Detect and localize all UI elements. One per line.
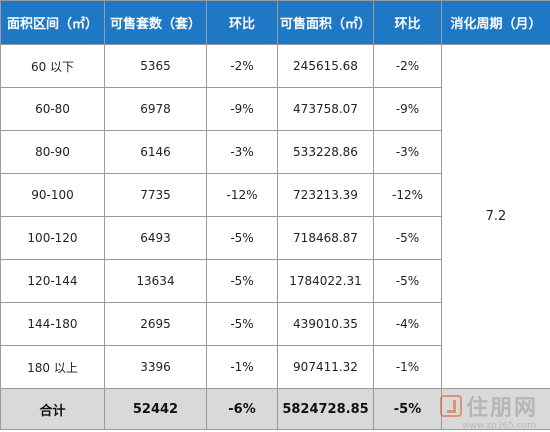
cell-units-mom: -5%: [206, 216, 278, 260]
cell-range: 60-80: [0, 87, 105, 131]
cell-units-mom: -5%: [206, 302, 278, 346]
cell-units-mom: -2%: [206, 44, 278, 88]
header-units: 可售套数（套）: [104, 0, 207, 45]
cell-area-mom: -5%: [373, 216, 442, 260]
cell-area-mom: -3%: [373, 130, 442, 174]
table-row: 80-90 6146 -3% 533228.86 -3%: [0, 130, 550, 174]
header-area-range: 面积区间（㎡）: [0, 0, 105, 45]
cell-area: 1784022.31: [277, 259, 374, 303]
cell-units-mom: -12%: [206, 173, 278, 217]
cell-units: 6146: [104, 130, 207, 174]
header-area: 可售面积（㎡）: [277, 0, 374, 45]
cell-units: 7735: [104, 173, 207, 217]
cell-area-mom: -5%: [373, 259, 442, 303]
cell-units: 6978: [104, 87, 207, 131]
total-units: 52442: [104, 388, 207, 430]
watermark-brand: 住朋网: [465, 396, 538, 421]
cell-units: 6493: [104, 216, 207, 260]
table-row: 60 以下 5365 -2% 245615.68 -2% 7.2: [0, 44, 550, 389]
watermark: 住朋网 www.zp365.com: [439, 390, 538, 431]
brand-logo-icon: [439, 395, 462, 417]
table-row: 60-80 6978 -9% 473758.07 -9%: [0, 87, 550, 131]
header-units-mom: 环比: [206, 0, 278, 45]
cell-range: 90-100: [0, 173, 105, 217]
cell-units-mom: -1%: [206, 345, 278, 389]
total-row: 合计 52442 -6% 5824728.85 -5%: [0, 388, 550, 430]
cell-units: 5365: [104, 44, 207, 88]
cell-units-mom: -9%: [206, 87, 278, 131]
table-row: 90-100 7735 -12% 723213.39 -12%: [0, 173, 550, 217]
header-area-mom: 环比: [373, 0, 442, 45]
cell-area: 533228.86: [277, 130, 374, 174]
cell-units-mom: -5%: [206, 259, 278, 303]
cell-area-mom: -2%: [373, 44, 442, 88]
cell-area: 473758.07: [277, 87, 374, 131]
cell-area: 439010.35: [277, 302, 374, 346]
cell-range: 144-180: [0, 302, 105, 346]
total-units-mom: -6%: [206, 388, 278, 430]
cell-area-mom: -9%: [373, 87, 442, 131]
cell-range: 60 以下: [0, 44, 105, 88]
header-digestion-period: 消化周期（月）: [441, 0, 550, 45]
cell-area-mom: -4%: [373, 302, 442, 346]
cell-range: 100-120: [0, 216, 105, 260]
table-row: 144-180 2695 -5% 439010.35 -4%: [0, 302, 550, 346]
table-row: 120-144 13634 -5% 1784022.31 -5%: [0, 259, 550, 303]
total-area-mom: -5%: [373, 388, 442, 430]
cell-units-mom: -3%: [206, 130, 278, 174]
cell-area-mom: -12%: [373, 173, 442, 217]
cell-area: 907411.32: [277, 345, 374, 389]
cell-range: 120-144: [0, 259, 105, 303]
table-header: 面积区间（㎡） 可售套数（套） 环比 可售面积（㎡） 环比 消化周期（月）: [0, 0, 550, 45]
cell-units: 13634: [104, 259, 207, 303]
cell-units: 2695: [104, 302, 207, 346]
cell-area: 718468.87: [277, 216, 374, 260]
cell-range: 80-90: [0, 130, 105, 174]
watermark-url: www.zp365.com: [462, 421, 536, 431]
total-label: 合计: [0, 388, 105, 430]
cell-digestion-period: 7.2: [441, 44, 550, 389]
table-footer: 合计 52442 -6% 5824728.85 -5%: [0, 388, 550, 430]
table-row: 100-120 6493 -5% 718468.87 -5%: [0, 216, 550, 260]
total-area: 5824728.85: [277, 388, 374, 430]
total-empty-cell: [441, 388, 550, 430]
cell-range: 180 以上: [0, 345, 105, 389]
cell-area-mom: -1%: [373, 345, 442, 389]
table-body: 60 以下 5365 -2% 245615.68 -2% 7.2 60-80 6…: [0, 44, 550, 389]
cell-units: 3396: [104, 345, 207, 389]
cell-area: 723213.39: [277, 173, 374, 217]
cell-area: 245615.68: [277, 44, 374, 88]
